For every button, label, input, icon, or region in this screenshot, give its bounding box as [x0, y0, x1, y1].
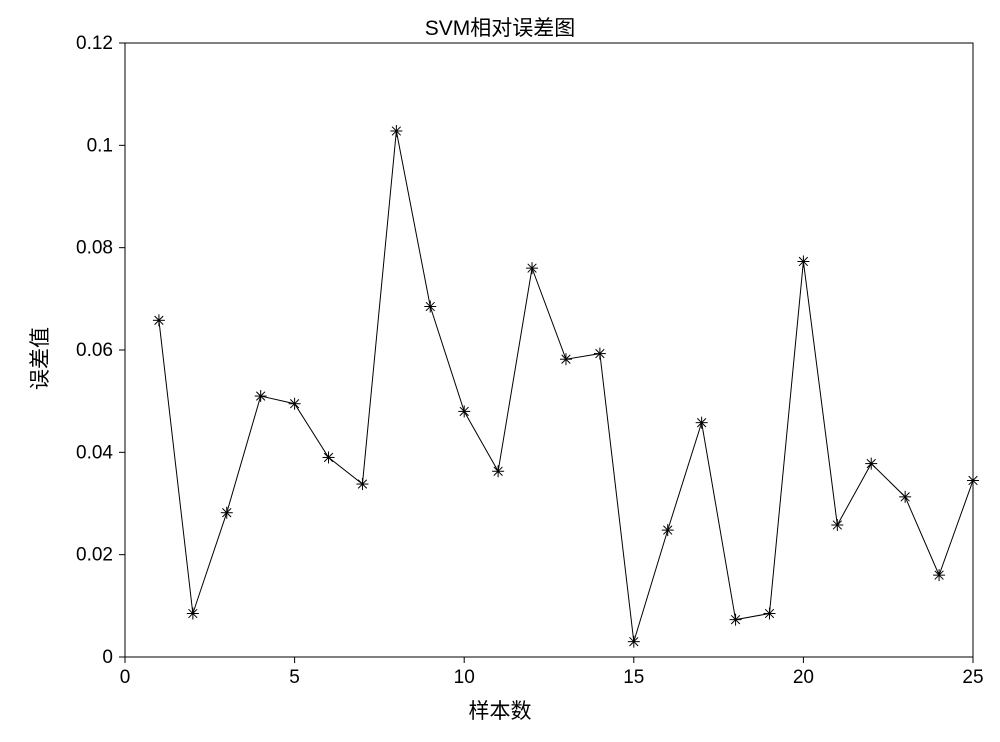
- data-marker: [153, 314, 165, 326]
- data-marker: [831, 519, 843, 531]
- data-marker: [797, 255, 809, 267]
- data-marker: [187, 608, 199, 620]
- data-marker: [967, 474, 979, 486]
- x-axis-label: 样本数: [0, 695, 1000, 725]
- data-marker: [730, 614, 742, 626]
- data-marker: [763, 608, 775, 620]
- x-tick-label: 5: [289, 667, 300, 688]
- y-tick-label: 0.08: [76, 238, 113, 259]
- y-tick-label: 0.02: [76, 545, 113, 566]
- x-tick-label: 25: [962, 667, 983, 688]
- data-marker: [356, 478, 368, 490]
- data-marker: [323, 451, 335, 463]
- data-marker: [560, 353, 572, 365]
- data-marker: [628, 636, 640, 648]
- data-marker: [289, 398, 301, 410]
- x-tick-label: 20: [793, 667, 814, 688]
- chart-title: SVM相对误差图: [0, 12, 1000, 42]
- data-marker: [424, 301, 436, 313]
- data-marker: [221, 507, 233, 519]
- x-tick-label: 0: [120, 667, 131, 688]
- x-tick-label: 15: [623, 667, 644, 688]
- data-marker: [255, 390, 267, 402]
- data-marker: [594, 348, 606, 360]
- plot-area: [125, 43, 973, 657]
- chart-svg: 051015202500.020.040.060.080.10.12: [0, 0, 1000, 737]
- data-marker: [933, 569, 945, 581]
- data-marker: [390, 125, 402, 137]
- y-tick-label: 0.06: [76, 340, 113, 361]
- data-marker: [662, 524, 674, 536]
- data-marker: [899, 491, 911, 503]
- y-tick-label: 0: [102, 647, 113, 668]
- figure: SVM相对误差图 051015202500.020.040.060.080.10…: [0, 0, 1000, 737]
- y-axis-label: 误差值: [24, 327, 54, 390]
- data-marker: [492, 465, 504, 477]
- data-marker: [458, 405, 470, 417]
- x-tick-label: 10: [454, 667, 475, 688]
- data-marker: [526, 262, 538, 274]
- data-marker: [696, 417, 708, 429]
- y-tick-label: 0.04: [76, 442, 113, 463]
- data-marker: [865, 458, 877, 470]
- y-tick-label: 0.1: [87, 135, 113, 156]
